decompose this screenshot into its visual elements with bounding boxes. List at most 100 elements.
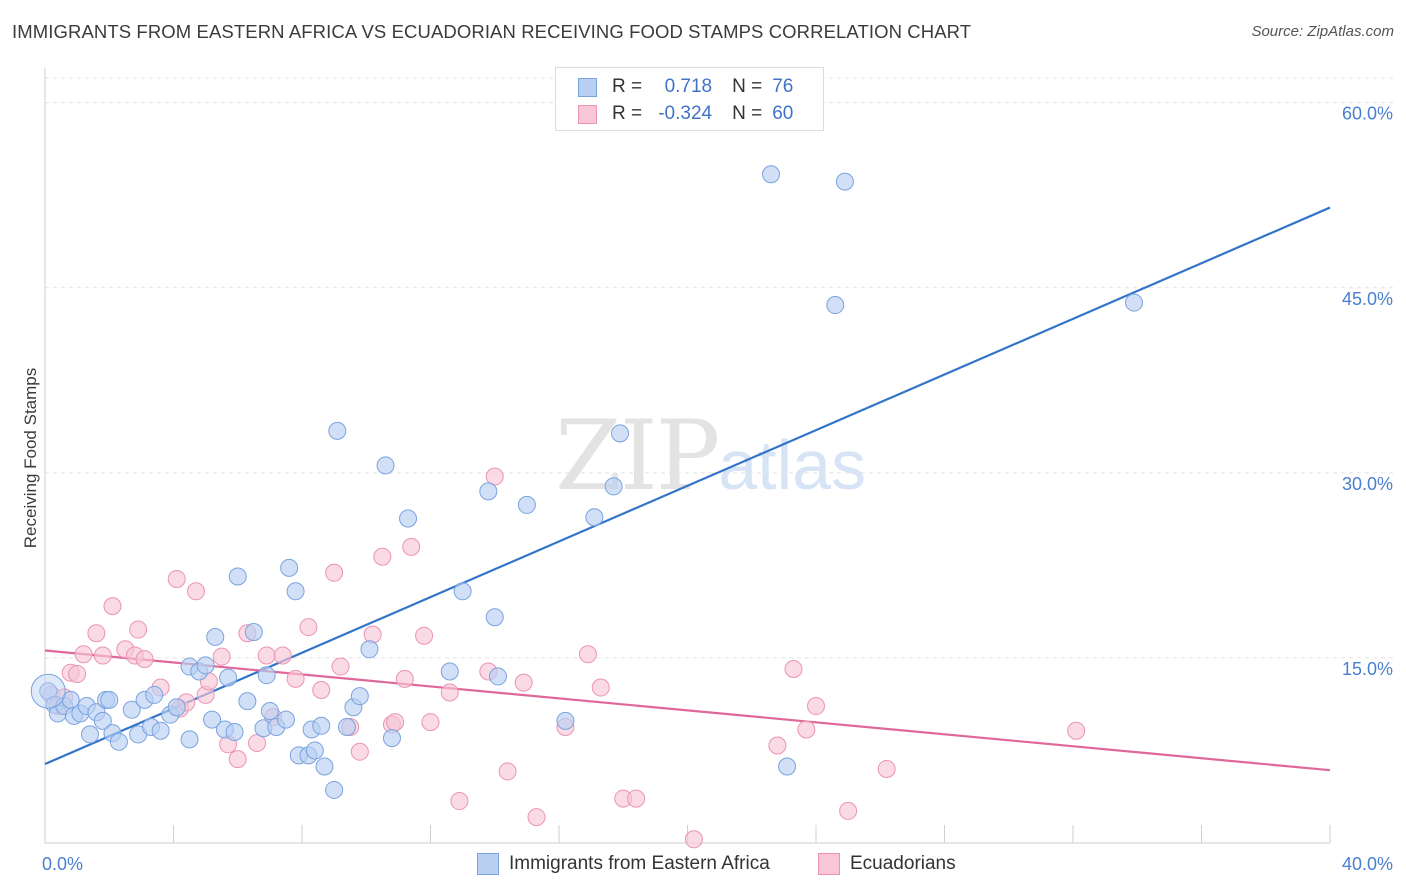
legend-r-label: R = (612, 103, 643, 124)
eastern-africa-point (122, 700, 141, 719)
y-tick-label: 30.0% (1342, 474, 1393, 494)
ecuadorian-point (331, 657, 350, 676)
eastern-africa-point (167, 698, 186, 717)
ecuadorian-point (74, 645, 93, 664)
eastern-africa-point (328, 421, 347, 440)
ecuadorian-point (421, 713, 440, 732)
eastern-africa-point (325, 780, 344, 799)
ecuadorian-point (325, 563, 344, 582)
legend-row-ecuadorians: R = -0.324 N = 60 (578, 102, 793, 126)
ecuadorian-point (386, 713, 405, 732)
source-label: Source: ZipAtlas.com (1251, 23, 1394, 40)
correlation-legend: R = 0.718 N = 76 R = -0.324 N = 60 (555, 67, 824, 131)
eastern-africa-point (604, 477, 623, 496)
ecuadorian-point (498, 762, 517, 781)
eastern-africa-point (835, 172, 854, 191)
ecuadorian-point (93, 646, 112, 665)
bottom-legend-eastern-africa: Immigrants from Eastern Africa (477, 852, 770, 876)
ecuadorian-point (877, 759, 896, 778)
trend-lines (44, 206, 1331, 772)
ecuadorian-point (807, 697, 825, 716)
bottom-legend-label: Ecuadorians (850, 853, 956, 874)
y-tick-label: 15.0% (1342, 659, 1393, 679)
eastern-africa-point (585, 508, 604, 527)
eastern-africa-point (350, 687, 369, 706)
ecuadorian-point (167, 569, 186, 588)
ecuadorian-point (273, 646, 292, 665)
eastern-africa-point (180, 730, 199, 749)
eastern-africa-point (145, 685, 164, 704)
eastern-africa-point (238, 692, 257, 711)
bottom-legend-swatch-blue (477, 853, 499, 875)
ecuadorian-point (527, 808, 546, 827)
watermark-atlas: atlas (718, 426, 867, 504)
ecuadorian-point (627, 789, 646, 808)
ecuadorian-point (363, 625, 382, 644)
legend-n-label: N = (732, 103, 763, 124)
eastern-africa-point (611, 424, 630, 443)
ecuadorian-point (135, 650, 154, 669)
ecuadorian-point (1067, 721, 1086, 740)
eastern-africa-point (225, 722, 244, 741)
eastern-africa-point (762, 165, 781, 184)
y-tick-label: 60.0% (1342, 104, 1393, 124)
eastern-africa-point (517, 495, 536, 514)
eastern-africa-point (260, 701, 279, 720)
ecuadorian-point (839, 801, 858, 820)
eastern-africa-point (485, 608, 504, 627)
ecuadorian-point (768, 736, 787, 755)
eastern-africa-point (360, 640, 379, 659)
bottom-legend-swatch-pink (818, 853, 840, 875)
y-tick-label: 45.0% (1342, 289, 1393, 309)
eastern-africa-point (453, 582, 472, 601)
legend-r-label: R = (612, 76, 643, 97)
legend-n-label: N = (732, 76, 763, 97)
eastern-africa-cluster-point (30, 673, 66, 709)
eastern-africa-point (312, 716, 331, 735)
bottom-legend-ecuadorians: Ecuadorians (818, 852, 956, 876)
legend-swatch-blue (578, 77, 597, 97)
eastern-africa-point (1125, 293, 1144, 312)
ecuadorian-point (797, 720, 816, 739)
ecuadorian-point (186, 582, 205, 601)
watermark: ZIPatlas (555, 400, 866, 512)
eastern-africa-point (257, 666, 276, 685)
gridlines (45, 77, 1395, 659)
ecuadorian-point (784, 660, 803, 679)
eastern-africa-point (100, 690, 119, 709)
legend-n-value: 76 (772, 76, 794, 97)
eastern-africa-point (276, 710, 295, 729)
ecuadorian-point (415, 626, 434, 645)
eastern-africa-point (337, 718, 356, 737)
eastern-africa-point (228, 567, 247, 586)
tick-labels: 15.0% 30.0% 45.0% 60.0% 0.0% 40.0% (42, 104, 1393, 874)
eastern-africa-point (479, 482, 498, 501)
legend-swatch-pink (578, 104, 597, 124)
eastern-africa-point (80, 725, 99, 744)
ecuadorian-point (395, 669, 414, 688)
ecuadorian-point (257, 646, 276, 665)
eastern-africa-point (196, 656, 215, 675)
eastern-africa-point (109, 732, 128, 751)
eastern-africa-point (315, 757, 334, 776)
eastern-africa-point (93, 711, 112, 730)
legend-r-value: -0.324 (658, 103, 713, 124)
ecuadorian-point (312, 681, 331, 699)
ecuadorian-point (129, 620, 148, 639)
eastern-africa-point (778, 757, 797, 776)
ecuadorian-point (514, 673, 533, 692)
eastern-africa-point (440, 662, 459, 681)
legend-n-value: 60 (772, 103, 794, 124)
x-tick-label: 0.0% (42, 854, 83, 874)
watermark-zip: ZIP (555, 400, 720, 512)
ecuadorian-point (440, 683, 459, 702)
ecuadorian-point (103, 597, 122, 616)
ecuadorian-point (87, 624, 106, 643)
ecuadorian-point (485, 467, 504, 486)
bottom-legend-label: Immigrants from Eastern Africa (509, 853, 770, 874)
eastern-africa-point (376, 456, 395, 475)
eastern-africa-point (399, 509, 418, 528)
ecuadorian-point (286, 669, 305, 688)
eastern-africa-point (286, 582, 305, 601)
